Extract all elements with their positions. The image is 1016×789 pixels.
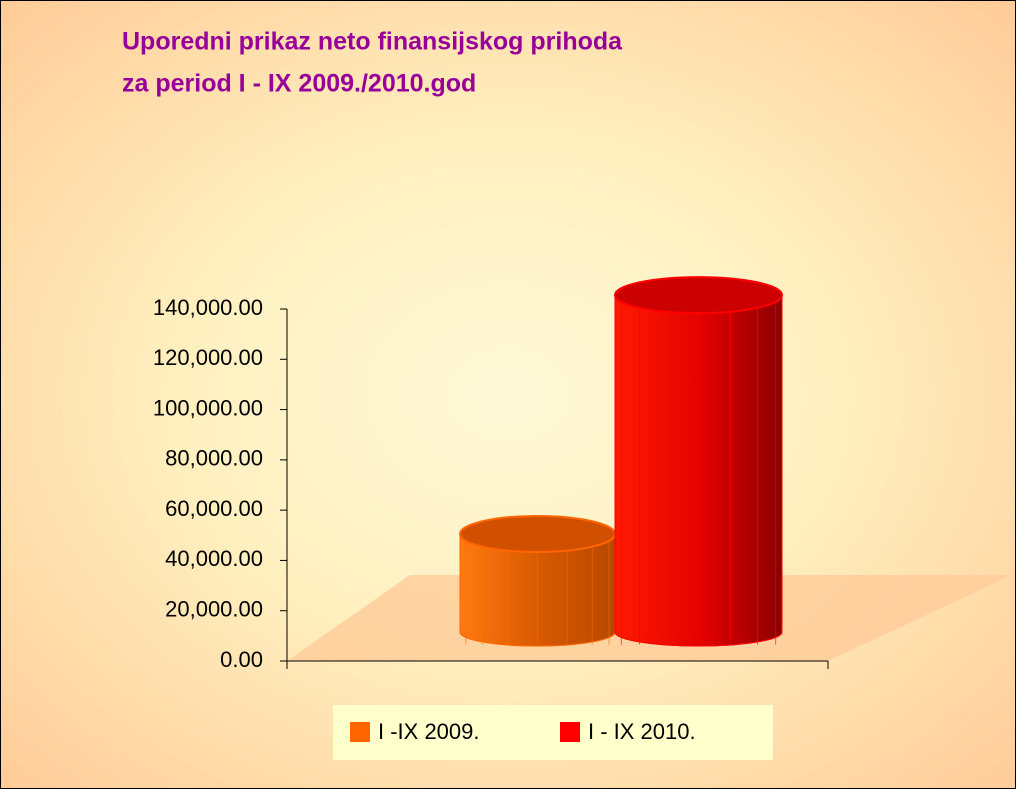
legend <box>333 705 773 760</box>
legend-swatch <box>560 722 580 742</box>
legend-swatch <box>350 722 370 742</box>
legend-label: I -IX 2009. <box>378 719 480 744</box>
y-tick-label: 40,000.00 <box>165 546 263 571</box>
chart-title: Uporedni prikaz neto finansijskog prihod… <box>122 28 623 56</box>
y-tick-label: 80,000.00 <box>165 446 263 471</box>
bar-top <box>614 276 783 315</box>
y-tick-label: 100,000.00 <box>153 395 263 420</box>
bar-top <box>459 514 616 553</box>
y-tick-label: 20,000.00 <box>165 597 263 622</box>
y-tick-label: 60,000.00 <box>165 496 263 521</box>
y-tick-label: 140,000.00 <box>153 295 263 320</box>
legend-label: I - IX 2010. <box>588 719 696 744</box>
y-tick-label: 120,000.00 <box>153 345 263 370</box>
chart-title: za period I - IX 2009./2010.god <box>122 70 476 98</box>
y-tick-label: 0.00 <box>220 647 263 672</box>
